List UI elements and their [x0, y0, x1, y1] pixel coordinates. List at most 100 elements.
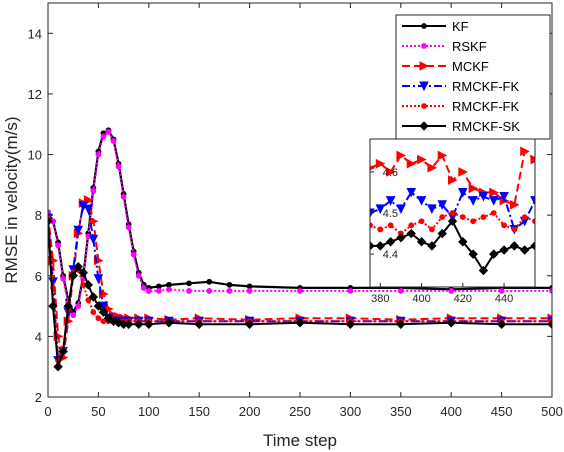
inset-rmckf-sk-3-point: [468, 249, 478, 259]
main-rmckf-sk-5-point: [83, 280, 94, 290]
main-rmckf-sk-5-point: [63, 301, 73, 311]
x-tick-label: 400: [440, 404, 462, 419]
inset-axes-group: 380 400 420 440 4.4 4.5 4.6: [370, 167, 513, 305]
main-rskf-1-point: [105, 128, 112, 135]
main-kf-0-point: [206, 278, 213, 285]
inset-mckf-0-point: [427, 162, 437, 173]
legend-rmckf-fk-3-marker: [419, 81, 429, 92]
main-rmckf-sk-5-point: [134, 319, 144, 329]
main-rmckf-sk-5-point: [73, 261, 83, 272]
inset-mckf-0-point: [520, 146, 530, 157]
x-tick-label: 450: [491, 404, 513, 419]
x-tick-label: 150: [188, 404, 210, 419]
x-tick-label: 50: [91, 404, 105, 419]
main-rmckf-sk-5-point: [58, 346, 68, 357]
inset-rmckf-fk-2-point: [490, 210, 497, 216]
main-rmckf-sk-5-point: [194, 319, 204, 329]
main-rskf-1-point: [166, 286, 172, 293]
legend-mckf-2-marker: [419, 61, 430, 71]
inset-mckf-0-point: [458, 167, 468, 177]
inset-rmckf-fk-1-point: [468, 196, 478, 206]
x-tick-label: 300: [340, 404, 362, 419]
main-rskf-1-point: [498, 288, 505, 294]
inset-rmckf-fk-1-point: [406, 187, 417, 198]
main-rskf-1-point: [75, 303, 82, 309]
inset-mckf-0-point: [406, 158, 417, 169]
inset-mckf-0-point: [509, 199, 520, 210]
inset-rmckf-sk-3-point: [427, 241, 437, 251]
main-rmckf-sk-5-point: [93, 301, 104, 311]
main-rmckf-sk-5-point: [88, 292, 99, 302]
inset-rmckf-sk-3-point: [385, 237, 396, 247]
inset-mckf-0-point: [530, 154, 535, 165]
main-rmckf-sk-5-point: [48, 216, 53, 226]
inset-rmckf-sk-3-point: [530, 241, 535, 251]
inset-rmckf-sk-3-point: [478, 265, 489, 276]
inset-series-group: [370, 146, 535, 276]
inset-rmckf-fk-1-point: [499, 192, 509, 202]
legend-rmckf-sk-5-label: RMCKF-SK: [452, 119, 520, 134]
main-rskf-1-point: [397, 288, 404, 294]
inset-rmckf-fk-1-point: [530, 196, 535, 206]
main-rmckf-sk-5-point: [244, 319, 255, 329]
inset-rmckf-fk-2-point: [387, 222, 394, 229]
inset-rmckf-sk-3-point: [509, 241, 520, 251]
inset-x-tick-label: 420: [454, 293, 472, 305]
main-rmckf-sk-5-point: [68, 271, 78, 281]
main-rmckf-fk-3-point: [83, 204, 94, 215]
legend-rmckf-fk-4-marker: [421, 103, 427, 109]
y-tick-label: 10: [28, 148, 42, 163]
main-rmckf-fk-3-point: [93, 274, 104, 284]
main-rskf-1-point: [448, 288, 455, 294]
inset-rmckf-fk-2-point: [449, 210, 456, 216]
inset-rmckf-fk-1-point: [488, 196, 499, 206]
main-rskf-1-point: [125, 224, 132, 231]
main-rskf-1-point: [145, 288, 152, 294]
inset-rmckf-fk-1-point: [385, 196, 396, 206]
legend-rskf-1-label: RSKF: [452, 39, 487, 54]
main-rmckf-sk-5-point: [53, 361, 63, 372]
inset-mckf-0-point: [386, 167, 396, 177]
main-rmckf-fk-3-point: [73, 225, 84, 236]
main-rskf-1-point: [347, 288, 354, 294]
y-axis-label: RMSE in velocity(m/s): [2, 116, 21, 283]
main-rskf-1-point: [140, 284, 147, 291]
inset-rmckf-fk-2-point: [511, 226, 518, 233]
inset-rmckf-fk-2-point: [428, 226, 435, 233]
main-rskf-1-point: [120, 194, 127, 200]
inset-rmckf-sk-3-point: [519, 245, 530, 255]
x-axis-label: Time step: [263, 431, 337, 450]
inset-rmckf-fk-2-point: [459, 214, 466, 221]
main-rskf-1-point: [95, 151, 102, 158]
main-rmckf-sk-5-point: [345, 319, 356, 329]
legend-mckf-2-label: MCKF: [452, 59, 489, 74]
main-axes-group: 0 50 100 150 200 250 300 350 400 450 500 2 4 6 8 10 12 14: [28, 3, 563, 419]
inset-y-tick-label: 4.5: [383, 208, 398, 220]
inset-rmckf-fk-1-point: [375, 204, 386, 215]
inset-mckf-0-point: [375, 158, 386, 169]
legend: KF RSKF MCKF RMCKF-FK RMCKF-FK RMCKF-SK: [395, 14, 551, 140]
main-rmckf-sk-5-point: [78, 268, 88, 278]
inset-mckf-0-point: [448, 175, 458, 185]
main-rmckf-sk-5-point: [164, 318, 174, 328]
inset-rmckf-fk-2-point: [521, 214, 528, 221]
y-tick-label: 4: [35, 329, 42, 344]
main-kf-0-point: [226, 281, 233, 288]
inset-rmckf-sk-3-point: [437, 228, 447, 239]
inset-rmckf-fk-1-point: [478, 192, 489, 202]
main-rmckf-fk-4-point: [90, 309, 97, 316]
main-kf-0-point: [186, 280, 193, 287]
main-rmckf-sk-5-point: [98, 307, 109, 317]
inset-rmckf-sk-3-point: [375, 241, 386, 251]
inset-rmckf-sk-3-point: [406, 228, 416, 239]
inset-rmckf-sk-3-point: [458, 237, 468, 247]
inset-rmckf-fk-2-point: [470, 218, 477, 225]
main-rskf-1-point: [70, 312, 77, 319]
inset-rmckf-fk-1-point: [396, 204, 406, 215]
main-series-group: [48, 127, 552, 372]
main-rmckf-sk-5-point: [446, 318, 456, 328]
inset-rmckf-fk-2-point: [408, 222, 415, 229]
main-rmckf-sk-5-point: [547, 319, 552, 329]
main-rmckf-sk-5-point: [123, 319, 134, 329]
inset-mckf-0-point: [370, 165, 376, 171]
